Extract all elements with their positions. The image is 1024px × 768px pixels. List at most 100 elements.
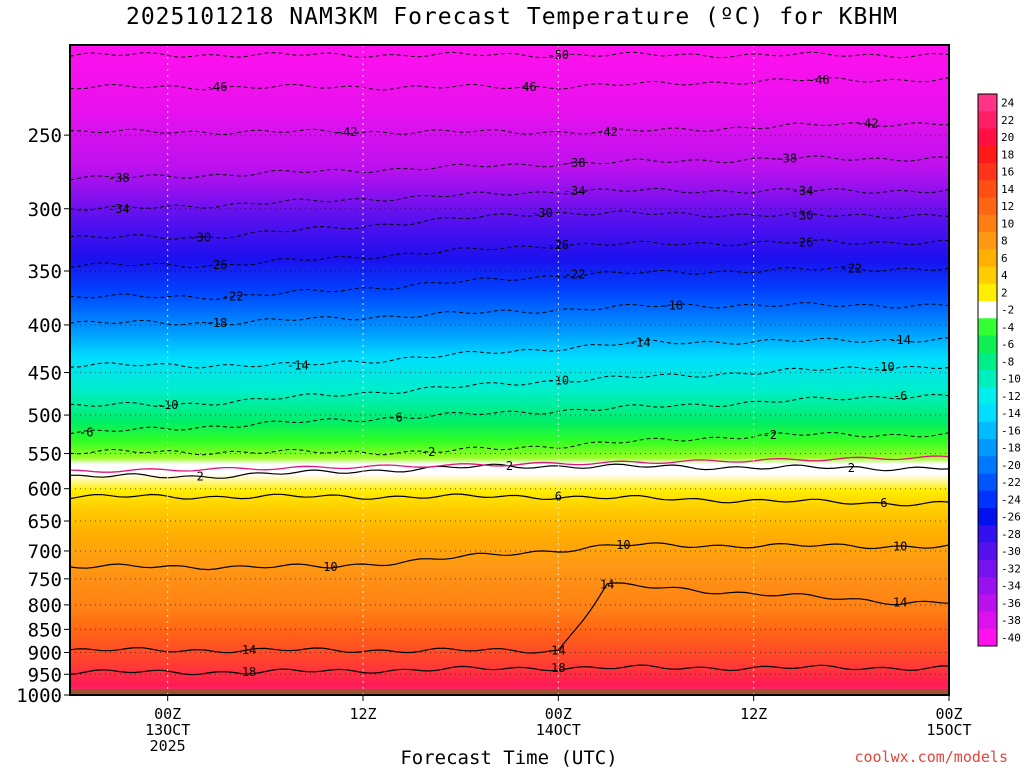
x-tick-label: 13OCT (145, 721, 190, 739)
colorbar-swatch (978, 197, 997, 216)
colorbar-label: -28 (1001, 528, 1021, 541)
colorbar-swatch (978, 111, 997, 129)
contour-labels: -50-46 -46-46-42 -42-42-38-38 -38-34-34 -34-… (79, 48, 911, 679)
colorbar-label: -2 (1001, 304, 1014, 317)
y-tick-label: 350 (28, 261, 62, 283)
site-credit: coolwx.com/models (854, 748, 1008, 766)
colorbar-swatch (978, 525, 997, 543)
x-tick-label: 00Z (935, 705, 962, 723)
colorbar-label: -6 (1001, 338, 1014, 351)
x-tick-label: 00Z (154, 705, 181, 723)
y-tick-label: 650 (28, 511, 62, 533)
colorbar-swatch (978, 542, 997, 561)
gridlines (70, 45, 949, 695)
contour-line (70, 239, 949, 269)
y-tick-label: 250 (28, 125, 62, 147)
colorbar-label: 22 (1001, 114, 1014, 127)
contour-line (70, 155, 949, 181)
y-tick-label: 500 (28, 405, 62, 427)
contour-label: 2 (197, 469, 204, 483)
colorbar-swatch (978, 232, 997, 250)
contour-line (70, 337, 949, 369)
y-tick-label: 400 (28, 315, 62, 337)
contour-label: -10 (873, 360, 895, 374)
colorbar-swatch (978, 352, 997, 371)
contour-line (70, 542, 949, 571)
contour-label: -38 (775, 152, 797, 166)
colorbar-label: -4 (1001, 321, 1015, 334)
contour-label: -14 (629, 336, 651, 350)
contour-line (70, 664, 949, 676)
contour-line (70, 266, 949, 300)
y-axis: 2503003504004505005506006507007508008509… (16, 125, 70, 707)
colorbar-swatch (978, 180, 997, 198)
contour-label: -30 (531, 206, 553, 220)
colorbar-swatch (978, 456, 997, 474)
x-tick-label: 12Z (740, 705, 767, 723)
contour-label: -38 (564, 156, 586, 170)
color-scale-legend: 24 22 20 18 16 14 12 10 8 6 4 2 -2 -4 -6 -8 -10 -12 -14 -16… (977, 93, 1021, 647)
colorbar-label: 4 (1001, 269, 1008, 282)
colorbar-label: -30 (1001, 545, 1021, 558)
contour-line (70, 302, 949, 326)
colorbar-label: -26 (1001, 511, 1021, 524)
contour-label: -6 (388, 410, 402, 424)
colorbar-label: -10 (1001, 373, 1021, 386)
contour-line (70, 493, 949, 507)
colorbar-swatch (978, 283, 997, 302)
colorbar-label: 8 (1001, 235, 1008, 248)
y-tick-label: 900 (28, 642, 62, 664)
colorbar-swatch (978, 249, 997, 267)
contour-label: -22 (840, 262, 862, 276)
colorbar-swatch (978, 145, 997, 164)
colorbar-swatch (978, 163, 997, 181)
contour-label: -34 (792, 184, 814, 198)
colorbar-swatch (978, 421, 997, 440)
colorbar-swatch (978, 335, 997, 354)
contour-label: -14 (287, 358, 309, 372)
contour-label: 2 (848, 461, 855, 475)
colorbar-label: -20 (1001, 459, 1021, 472)
contour-label: 14 (551, 644, 565, 658)
contour-line (70, 210, 949, 240)
y-tick-label: 300 (28, 199, 62, 221)
contour-label: 10 (323, 560, 337, 574)
contour-label: 10 (616, 538, 630, 552)
colorbar-swatch (978, 301, 997, 319)
colorbar-swatch (978, 404, 997, 423)
colorbar-label: 6 (1001, 252, 1008, 265)
y-tick-label: 450 (28, 363, 62, 385)
y-tick-label: 700 (28, 541, 62, 563)
colorbar-label: 20 (1001, 131, 1014, 144)
y-tick-label: 1000 (16, 685, 62, 707)
contour-label: -42 (336, 125, 358, 139)
contour-line (70, 393, 949, 435)
contour-line (70, 187, 949, 211)
contour-line (70, 77, 949, 91)
contour-label: 14 (242, 643, 256, 657)
colorbar-label: -38 (1001, 614, 1021, 627)
x-tick-label: 2025 (150, 737, 186, 755)
colorbar-label: 10 (1001, 217, 1014, 230)
contour-label: -22 (222, 290, 244, 304)
contour-label: 14 (600, 578, 614, 592)
contour-label: -6 (79, 425, 93, 439)
y-tick-label: 550 (28, 444, 62, 466)
y-tick-label: 850 (28, 619, 62, 641)
colorbar-swatch (978, 611, 997, 630)
colorbar-label: 18 (1001, 148, 1014, 161)
colorbar-label: 14 (1001, 183, 1015, 196)
colorbar-swatch (978, 94, 997, 112)
colorbar-swatch (978, 628, 997, 647)
contour-label: -30 (189, 230, 211, 244)
colorbar-swatch (978, 318, 997, 336)
y-tick-label: 600 (28, 479, 62, 501)
contour-line (70, 432, 949, 456)
colorbar-swatch (978, 266, 997, 285)
contour-label: -46 (515, 80, 537, 94)
contour-line (70, 51, 949, 59)
colorbar-label: 2 (1001, 286, 1008, 299)
contour-label: 2 (506, 459, 513, 473)
y-tick-label: 750 (28, 569, 62, 591)
colorbar-swatch (978, 508, 997, 526)
